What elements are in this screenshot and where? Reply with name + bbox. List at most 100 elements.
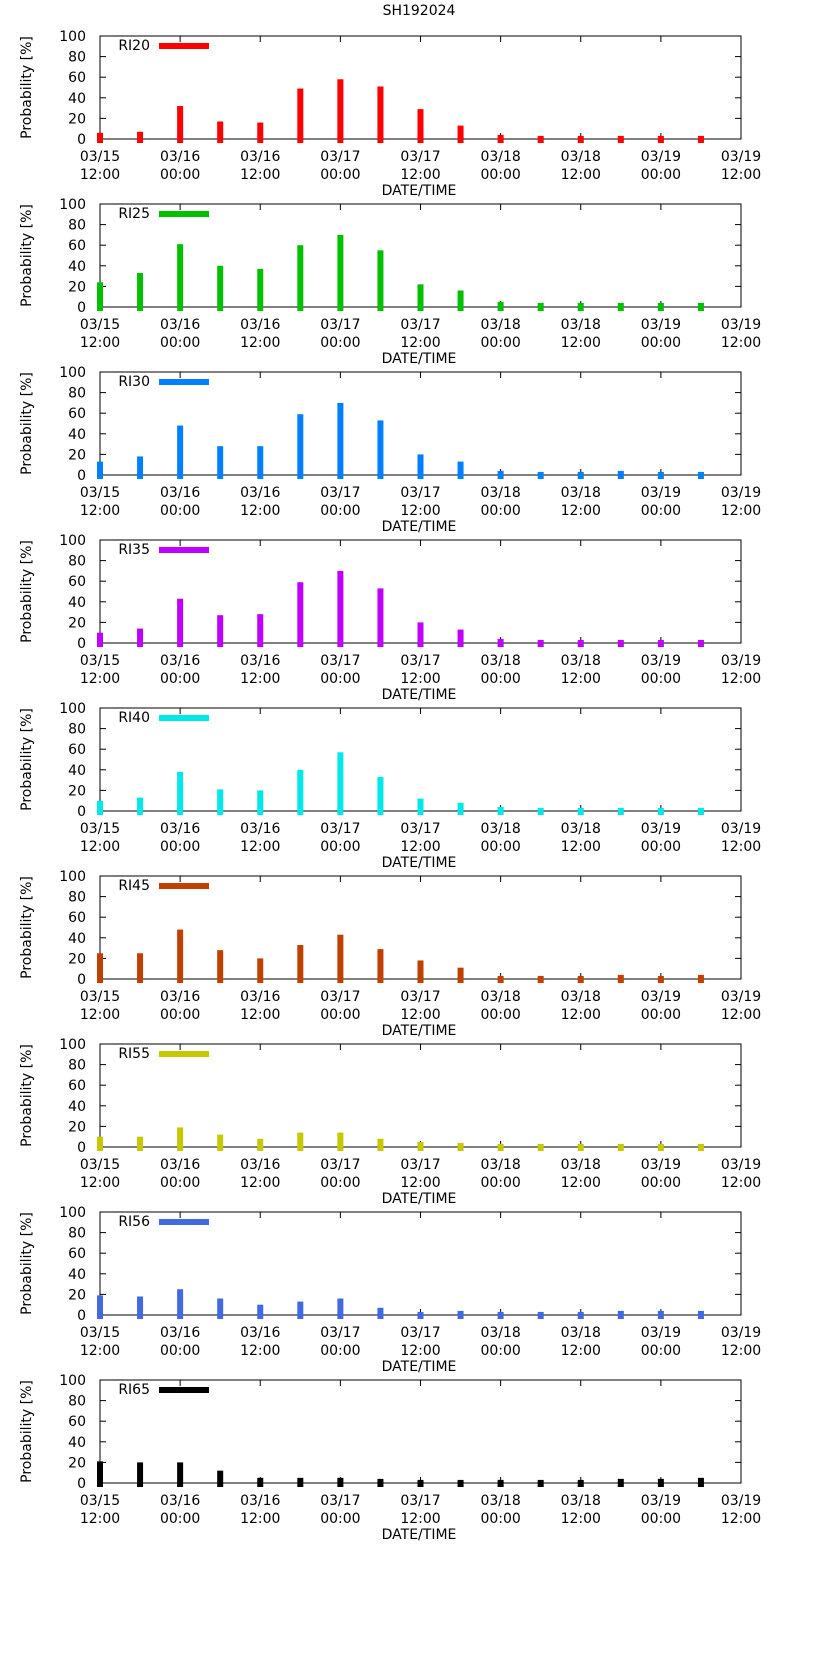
x-tick-label-time: 12:00	[561, 671, 601, 687]
x-tick-label-date: 03/17	[320, 317, 360, 333]
bar	[257, 790, 264, 815]
bar	[537, 471, 544, 479]
bar	[337, 934, 344, 983]
x-tick-label-date: 03/17	[320, 653, 360, 669]
y-tick-label: 100	[59, 1205, 86, 1221]
x-tick-label-date: 03/19	[641, 821, 681, 837]
x-axis-label: DATE/TIME	[382, 687, 457, 703]
bar	[457, 967, 464, 983]
bar	[177, 1462, 184, 1487]
bar	[417, 1141, 424, 1151]
y-tick-label: 0	[77, 468, 86, 484]
bar	[217, 1470, 224, 1487]
bar	[97, 461, 103, 479]
bar	[657, 135, 664, 143]
bar	[257, 614, 264, 647]
x-tick-label-time: 00:00	[641, 1511, 681, 1527]
bar	[377, 1138, 384, 1151]
bar	[337, 570, 344, 647]
y-tick-label: 0	[77, 1308, 86, 1324]
bar	[617, 1478, 624, 1487]
bar	[697, 1143, 704, 1151]
bar	[177, 106, 184, 143]
y-tick-label: 60	[68, 574, 86, 590]
bar	[217, 1134, 224, 1151]
x-tick-label-date: 03/19	[641, 1493, 681, 1509]
y-tick-label: 60	[68, 238, 86, 254]
y-axis-label: Probability [%]	[19, 876, 35, 979]
y-tick-label: 80	[68, 386, 86, 402]
x-tick-label-date: 03/16	[160, 1493, 200, 1509]
y-tick-label: 60	[68, 742, 86, 758]
x-tick-label-time: 00:00	[160, 1343, 200, 1359]
x-tick-label-time: 00:00	[320, 671, 360, 687]
bar	[577, 302, 584, 311]
bar	[577, 471, 584, 479]
x-tick-label-date: 03/16	[160, 1157, 200, 1173]
x-tick-label-time: 00:00	[160, 1511, 200, 1527]
bar	[457, 1142, 464, 1151]
bar	[377, 1307, 384, 1319]
x-tick-label-date: 03/19	[721, 149, 761, 165]
x-tick-label-date: 03/18	[561, 317, 601, 333]
x-tick-label-date: 03/18	[480, 317, 520, 333]
bar	[457, 629, 464, 647]
bar	[257, 1304, 264, 1319]
y-tick-label: 0	[77, 300, 86, 316]
bar	[617, 1143, 624, 1151]
bar	[97, 953, 103, 983]
x-tick-label-date: 03/19	[721, 821, 761, 837]
x-tick-label-date: 03/18	[480, 485, 520, 501]
bar	[697, 471, 704, 479]
chart-panel-ri25: 0 20 40 60 80 100 03/15 12:00 03/16 00:00 03/16 12:…	[19, 197, 761, 367]
bar	[657, 1143, 664, 1151]
x-tick-label-date: 03/18	[480, 989, 520, 1005]
x-tick-label-date: 03/16	[240, 1493, 280, 1509]
x-tick-label-time: 12:00	[561, 1175, 601, 1191]
bar	[497, 301, 504, 311]
bar	[537, 135, 544, 143]
bar	[577, 1479, 584, 1487]
x-tick-label-time: 12:00	[721, 167, 761, 183]
bar	[577, 975, 584, 983]
x-tick-label-time: 00:00	[641, 335, 681, 351]
x-tick-label-date: 03/16	[160, 485, 200, 501]
bar	[657, 975, 664, 983]
bar	[177, 771, 184, 815]
y-tick-label: 100	[59, 533, 86, 549]
bar	[177, 1127, 184, 1151]
y-tick-label: 100	[59, 869, 86, 885]
x-tick-label-time: 12:00	[561, 167, 601, 183]
bar	[457, 1479, 464, 1487]
bar	[697, 639, 704, 647]
bar	[137, 1136, 144, 1151]
x-tick-label-time: 12:00	[400, 671, 440, 687]
x-tick-label-date: 03/17	[320, 1325, 360, 1341]
x-tick-label-time: 00:00	[480, 839, 520, 855]
x-tick-label-time: 00:00	[480, 1007, 520, 1023]
x-tick-label-date: 03/19	[721, 317, 761, 333]
bar	[497, 1143, 504, 1151]
x-tick-label-time: 12:00	[80, 1007, 120, 1023]
y-tick-label: 20	[68, 951, 86, 967]
x-tick-label-time: 12:00	[721, 1007, 761, 1023]
y-tick-label: 40	[68, 763, 86, 779]
bar	[377, 777, 384, 815]
x-tick-label-time: 12:00	[80, 1175, 120, 1191]
x-tick-label-date: 03/19	[641, 1325, 681, 1341]
bar	[177, 929, 184, 983]
y-tick-label: 20	[68, 447, 86, 463]
y-tick-label: 100	[59, 1373, 86, 1389]
x-axis-label: DATE/TIME	[382, 519, 457, 535]
bar	[297, 1132, 304, 1151]
legend-label: RI20	[118, 38, 150, 54]
x-tick-label-date: 03/19	[721, 1325, 761, 1341]
bar	[617, 639, 624, 647]
legend-label: RI55	[118, 1046, 150, 1062]
x-tick-label-time: 00:00	[480, 503, 520, 519]
bar	[297, 1301, 304, 1319]
x-tick-label-date: 03/18	[561, 1325, 601, 1341]
y-tick-label: 40	[68, 595, 86, 611]
bar	[137, 273, 144, 311]
x-tick-label-time: 12:00	[240, 1343, 280, 1359]
